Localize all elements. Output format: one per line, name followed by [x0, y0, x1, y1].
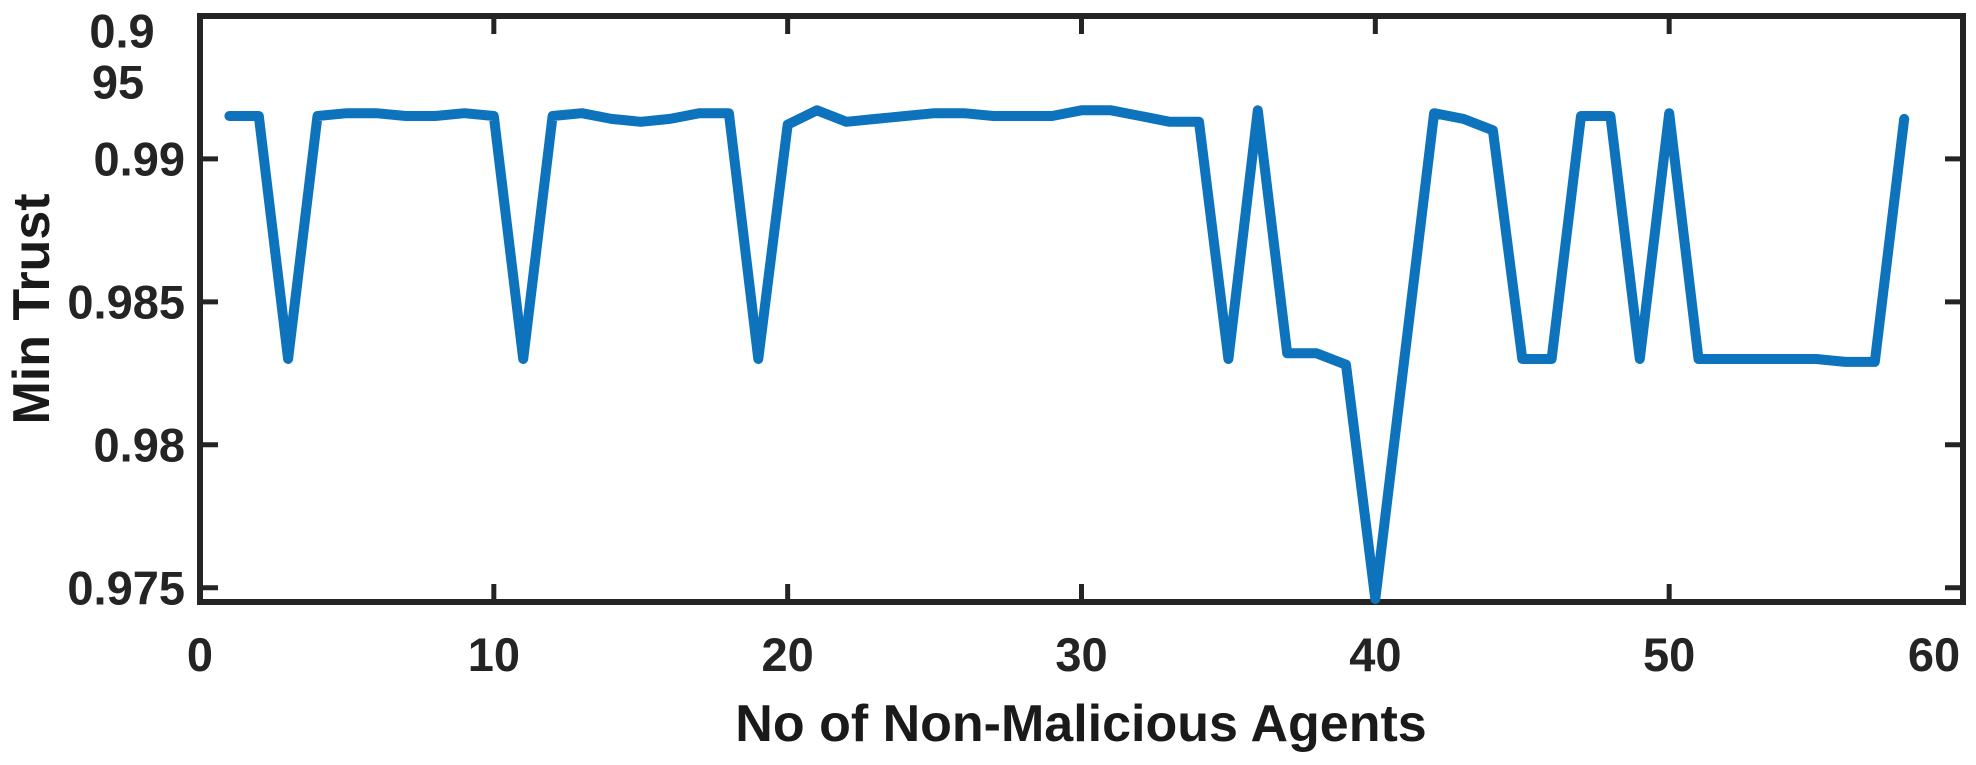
- x-tick-label: 40: [1349, 628, 1402, 681]
- x-tick-label: 60: [1907, 628, 1961, 681]
- y-tick-label-0995-line2: 95: [91, 55, 145, 109]
- x-axis-title: No of Non-Malicious Agents: [735, 695, 1427, 753]
- x-tick-label: 10: [467, 628, 520, 681]
- x-tick-label: 50: [1643, 628, 1696, 681]
- x-tick-label: 30: [1055, 628, 1108, 681]
- y-tick-label-0995-line1: 0.9: [89, 4, 155, 58]
- x-tick-label: 0: [186, 628, 214, 681]
- y-tick-label: 0.985: [67, 275, 185, 329]
- y-tick-label: 0.975: [67, 561, 185, 615]
- axes-box: [197, 13, 1966, 605]
- y-tick-label: 0.99: [93, 132, 185, 186]
- plot-box: [197, 13, 1966, 605]
- y-axis-title: Min Trust: [3, 193, 61, 425]
- y-tick-label: 0.98: [93, 418, 185, 472]
- x-tick-label: 20: [761, 628, 814, 681]
- trust-line-series: [224, 105, 1910, 605]
- trust-line: [224, 105, 1910, 605]
